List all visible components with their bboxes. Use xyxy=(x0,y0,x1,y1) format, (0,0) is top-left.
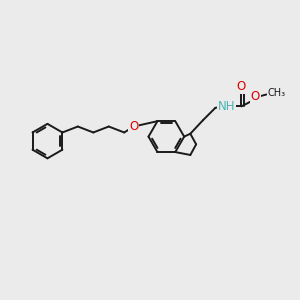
Text: O: O xyxy=(251,90,260,103)
Text: O: O xyxy=(129,120,138,133)
Text: O: O xyxy=(237,80,246,93)
Text: CH₃: CH₃ xyxy=(268,88,286,98)
Text: NH: NH xyxy=(218,100,236,113)
